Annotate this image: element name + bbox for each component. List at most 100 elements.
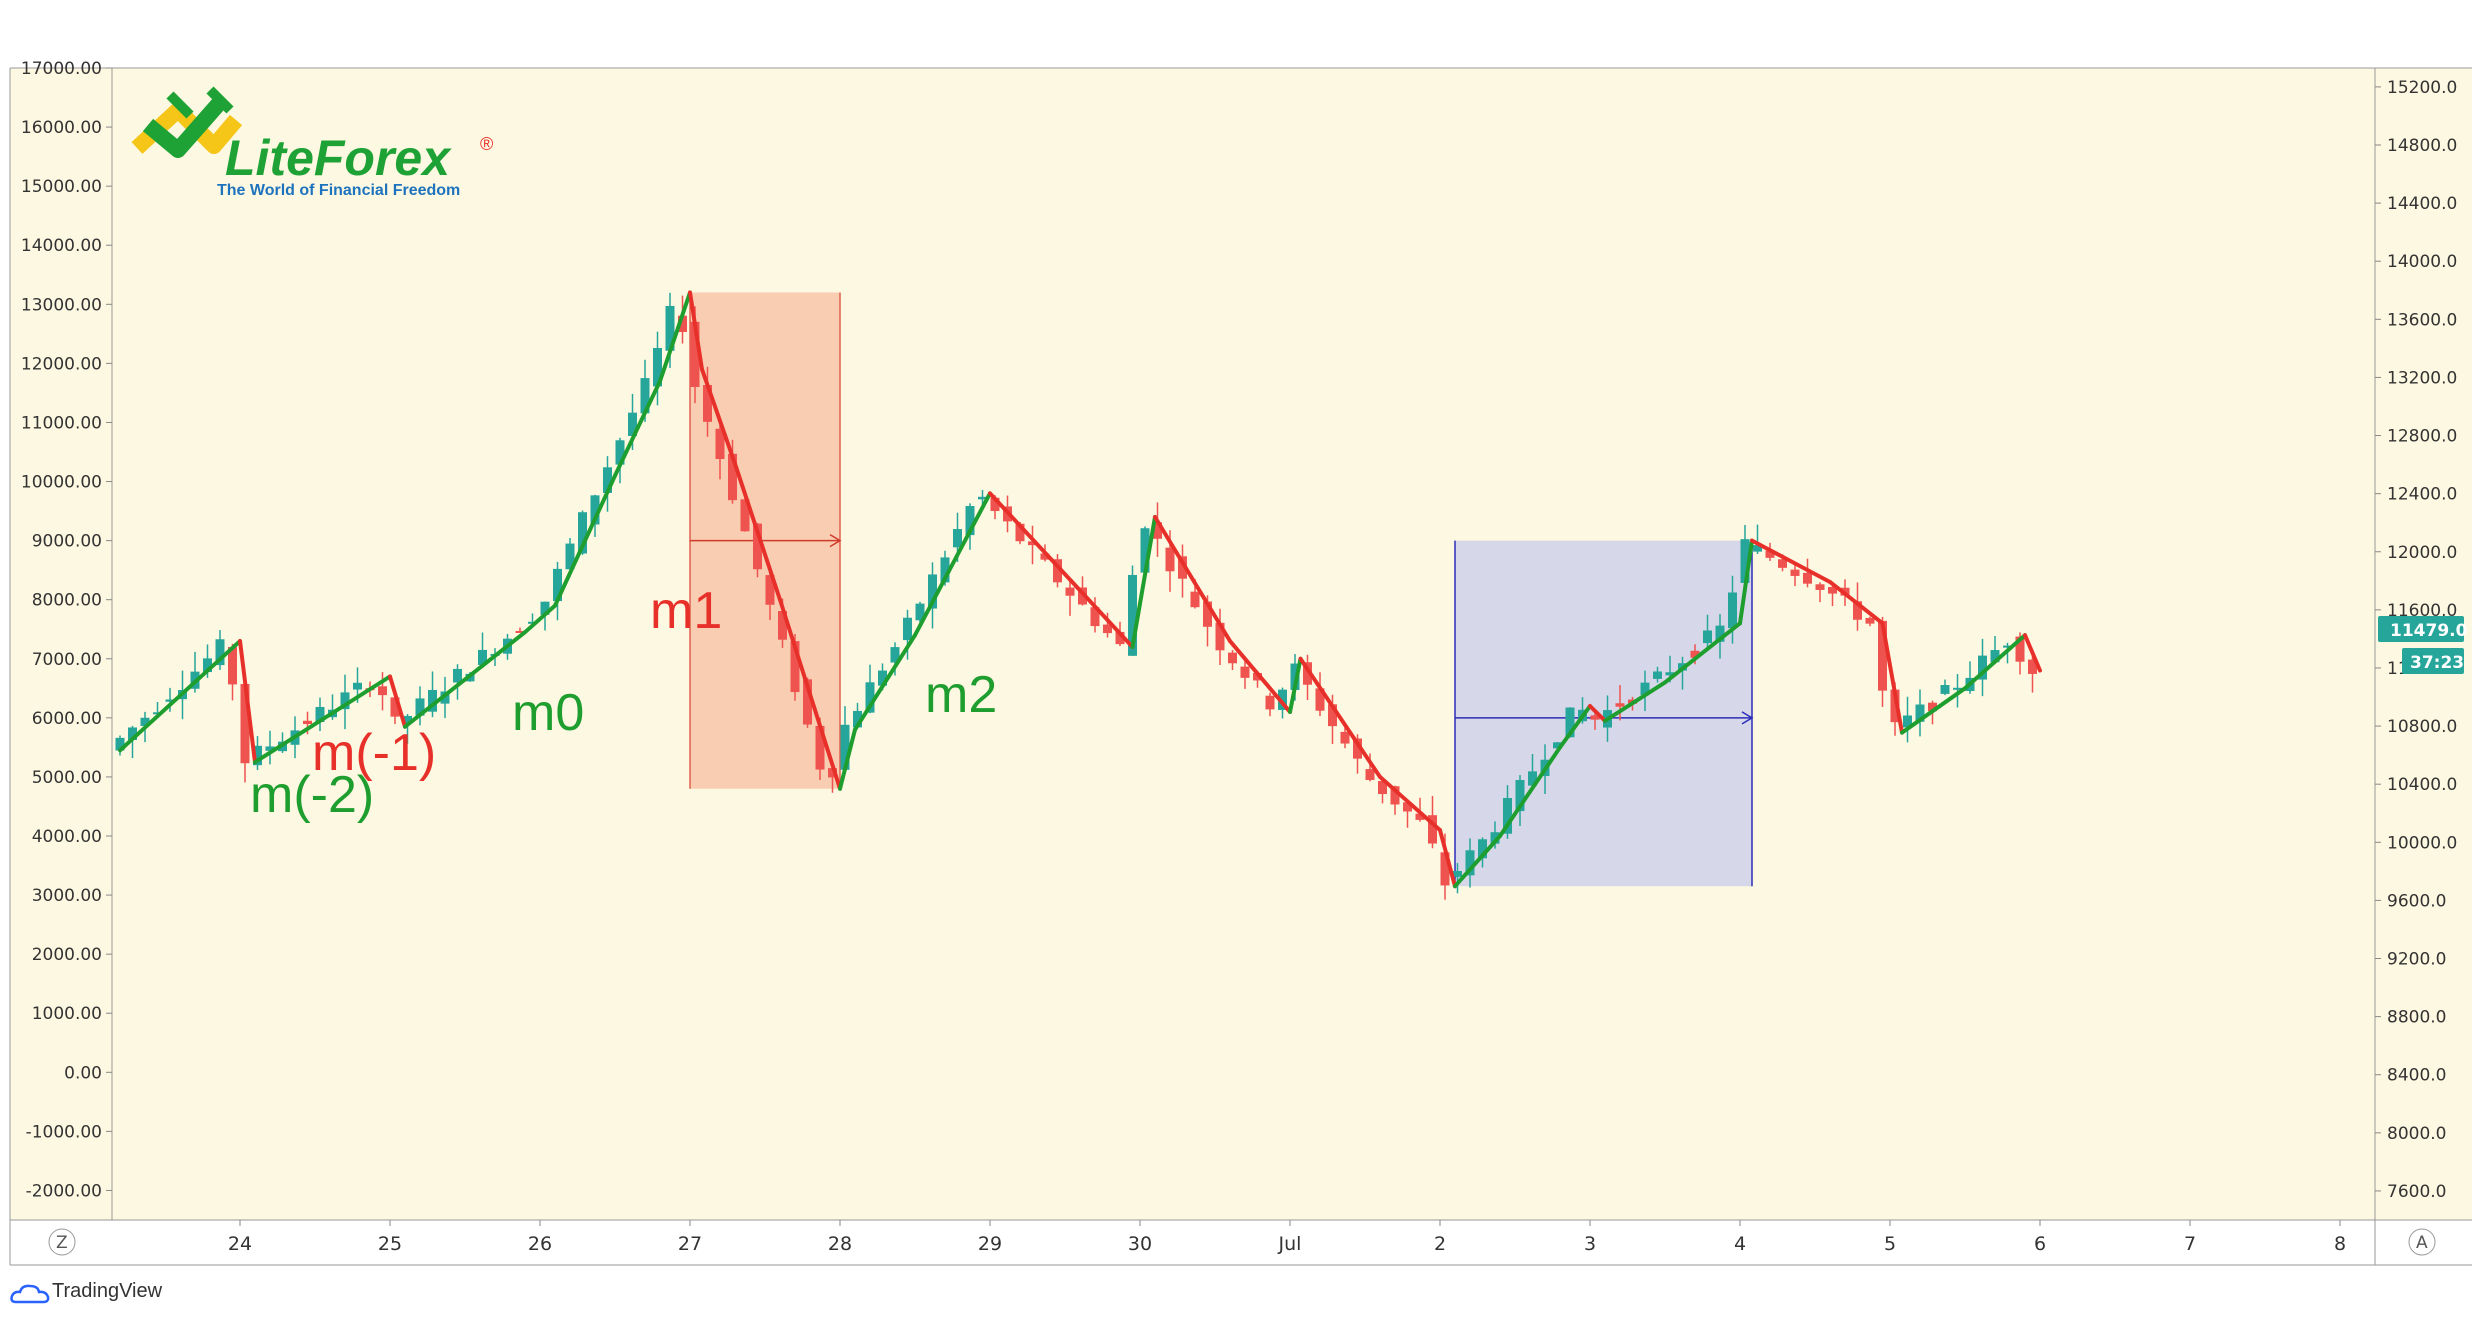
candle-body (453, 668, 462, 683)
candle-body (628, 412, 637, 437)
zigzag-segment (1298, 656, 1382, 779)
zigzag-segment (1228, 639, 1292, 714)
candle-body (1390, 786, 1400, 805)
zigzag-segment (1663, 621, 1742, 685)
candle-body (1740, 539, 1750, 583)
zigzag-segment (1828, 579, 1885, 626)
candle-body (728, 453, 737, 501)
zigzag-segment (238, 639, 257, 765)
candle-body (915, 603, 925, 621)
candle-body (1703, 630, 1712, 644)
zigzag-segment (733, 461, 782, 602)
left-tick-label: -1000.00 (26, 1122, 102, 1142)
candle-body (1728, 592, 1737, 629)
zigzag-segment (838, 727, 857, 791)
candle-body (1715, 625, 1725, 642)
candle-body (1803, 572, 1812, 584)
candle-body (1978, 655, 1987, 680)
left-tick-label: 0.00 (64, 1063, 102, 1083)
right-tick-label: 10800.0 (2387, 717, 2457, 737)
zigzag-segment (1558, 704, 1592, 750)
zigzag-segment (988, 491, 1135, 649)
right-tick-label: 8000.0 (2387, 1124, 2446, 1144)
candle-body (415, 698, 425, 716)
candle-body (1178, 556, 1187, 579)
tradingview-cloud-icon (10, 1284, 50, 1304)
candle-body (653, 347, 662, 387)
candle-body (1090, 607, 1100, 627)
zigzag-segment (253, 674, 392, 765)
candle-body (878, 670, 887, 686)
candle-body (1515, 780, 1525, 812)
candle-body (1903, 715, 1912, 728)
zigzag-segment (1588, 704, 1607, 723)
zigzag-segment (1963, 633, 2027, 691)
candle-body (515, 630, 525, 633)
candle-body (615, 440, 625, 465)
candle-body (240, 684, 250, 764)
right-tick-label: 14000.0 (2387, 252, 2457, 272)
candle-body (1040, 553, 1050, 560)
candle-body (1440, 852, 1450, 886)
x-tick-label: 5 (1884, 1233, 1896, 1255)
right-tick-label: 13200.0 (2387, 368, 2457, 388)
left-tick-label: 4000.00 (32, 827, 102, 847)
candle-body (265, 746, 275, 751)
candle-body (1403, 802, 1412, 812)
zigzag-segment (700, 367, 737, 466)
candle-body (1890, 689, 1900, 723)
zigzag-segment (1880, 621, 1904, 735)
right-tick-label: 10000.0 (2387, 833, 2457, 853)
candle-body (478, 649, 487, 666)
a-button-label: A (2416, 1233, 2428, 1253)
candle-body (590, 495, 600, 525)
candle-body (1340, 731, 1350, 744)
zigzag-lines (118, 290, 2042, 889)
candle-body (1753, 545, 1762, 552)
candle-body (1015, 523, 1025, 542)
candle-body (1503, 797, 1512, 834)
label-m0: m0 (512, 684, 584, 742)
candle-body (353, 682, 362, 690)
candle-body (853, 710, 862, 728)
candle-body (1878, 620, 1887, 691)
candle-body (215, 639, 225, 666)
candle-body (390, 697, 400, 717)
z-button[interactable] (48, 1228, 76, 1256)
candle-body (1328, 704, 1337, 727)
candle-body (1140, 528, 1150, 573)
label-m-minus-2: m(-2) (250, 766, 374, 824)
candle-body (1065, 587, 1075, 596)
candle-body (565, 543, 575, 570)
candle-body (765, 575, 775, 605)
right-tick-label: 12800.0 (2387, 427, 2457, 447)
candle-body (303, 720, 312, 725)
left-tick-label: 2000.00 (32, 945, 102, 965)
x-tick-label: 26 (528, 1233, 552, 1255)
candle-body (1378, 780, 1387, 795)
countdown-text: 37:23 (2410, 653, 2464, 673)
candle-body (865, 682, 875, 713)
x-tick-label: Jul (1278, 1233, 1302, 1255)
candle-body (115, 737, 125, 751)
zigzag-segment (523, 603, 557, 635)
candle-body (1240, 666, 1250, 678)
candle-body (1553, 742, 1562, 749)
candle-body (528, 621, 537, 624)
candle-body (1215, 622, 1225, 651)
candle-body (1265, 695, 1275, 710)
logo-mark-icon-3 (166, 86, 234, 119)
a-button[interactable] (2408, 1228, 2436, 1256)
candle-body (403, 715, 412, 724)
zigzag-segment (1438, 828, 1457, 889)
right-tick-label: 12400.0 (2387, 485, 2457, 505)
tradingview-label[interactable]: TradingView (52, 1280, 163, 1302)
left-axis: 17000.00 16000.00 15000.00 14000.00 13000.00… (21, 59, 112, 1201)
zigzag-segment (1738, 538, 1754, 626)
zigzag-segment (403, 630, 527, 729)
x-tick-label: 3 (1584, 1233, 1596, 1255)
left-tick-label: 7000.00 (32, 650, 102, 670)
candle-body (815, 725, 825, 770)
left-tick-label: 9000.00 (32, 532, 102, 552)
